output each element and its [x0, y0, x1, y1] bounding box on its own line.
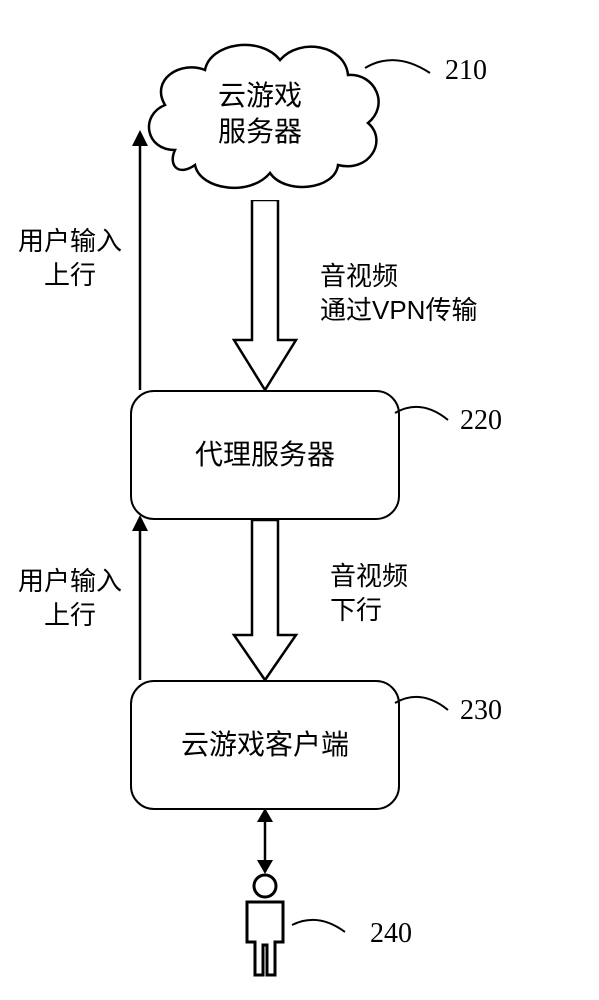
proxy-ref-leader: [393, 395, 463, 435]
cloud-ref-label: 210: [445, 55, 487, 87]
label-av-vpn-line2: 通过VPN传输: [320, 295, 477, 325]
label-av-down-line2: 下行: [330, 595, 382, 625]
label-av-down-line1: 音视频: [330, 561, 408, 591]
label-user-input-top-line2: 上行: [44, 260, 96, 290]
label-av-vpn: 音视频 通过VPN传输: [320, 260, 520, 328]
client-ref-leader: [393, 685, 463, 725]
cloud-server-label: 云游戏 服务器: [190, 78, 330, 151]
cloud-server-line1: 云游戏: [218, 80, 302, 111]
label-user-input-bottom-line2: 上行: [44, 600, 96, 630]
user-ref-label: 240: [370, 918, 412, 950]
label-user-input-bottom-line1: 用户输入: [18, 566, 122, 596]
user-icon: [235, 872, 295, 982]
arrow-av-vpn: [230, 200, 300, 395]
user-ref-leader: [290, 910, 360, 950]
proxy-ref-label: 220: [460, 405, 502, 437]
arrow-client-user: [250, 808, 280, 876]
proxy-server-label: 代理服务器: [195, 437, 335, 473]
label-av-down: 音视频 下行: [330, 560, 450, 628]
client-label: 云游戏客户端: [181, 727, 349, 763]
client-box: 云游戏客户端: [130, 680, 400, 810]
client-ref-label: 230: [460, 695, 502, 727]
label-user-input-bottom: 用户输入 上行: [10, 565, 130, 633]
proxy-server-box: 代理服务器: [130, 390, 400, 520]
label-user-input-top: 用户输入 上行: [10, 225, 130, 293]
arrow-av-down: [230, 520, 300, 685]
label-user-input-top-line1: 用户输入: [18, 226, 122, 256]
label-av-vpn-line1: 音视频: [320, 261, 398, 291]
cloud-server-line2: 服务器: [218, 116, 302, 147]
cloud-ref-leader: [360, 45, 450, 95]
